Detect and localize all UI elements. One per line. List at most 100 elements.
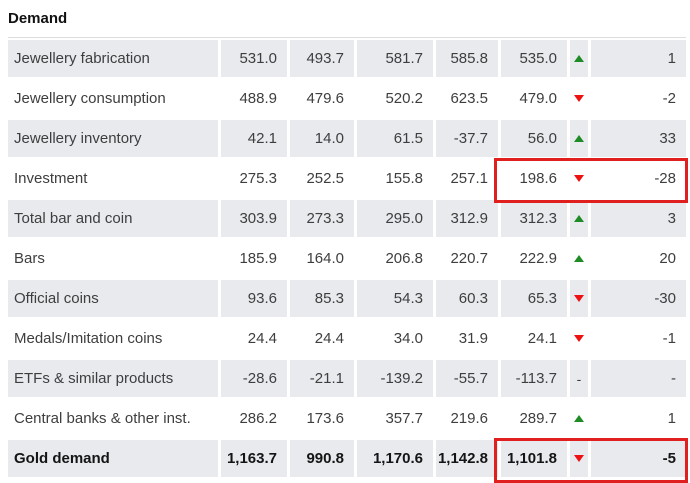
change-cell: - — [591, 360, 686, 397]
row-label: Official coins — [8, 280, 218, 317]
value-cell: 303.9 — [221, 200, 287, 237]
up-arrow-icon — [574, 55, 584, 62]
table-row: Medals/Imitation coins 24.4 24.4 34.0 31.9 24… — [8, 320, 686, 357]
change-cell: -30 — [591, 280, 686, 317]
value-cell: 535.0 — [501, 40, 567, 77]
value-cell: 198.6 — [519, 170, 557, 187]
value-cell: 312.3 — [501, 200, 567, 237]
value-cell: 54.3 — [357, 280, 433, 317]
value-cell: 252.5 — [306, 170, 344, 187]
value-cell: 24.4 — [314, 330, 344, 347]
value-cell: 357.7 — [385, 410, 423, 427]
value-cell: 42.1 — [221, 120, 287, 157]
value-cell: 155.8 — [385, 170, 423, 187]
table-row: Total bar and coin 303.9 273.3 295.0 312.9 31… — [8, 200, 686, 237]
value-cell: -21.1 — [290, 360, 354, 397]
value-cell: 581.7 — [357, 40, 433, 77]
value-cell: -139.2 — [357, 360, 433, 397]
table-row: ETFs & similar products -28.6 -21.1 -139.2-… — [8, 360, 686, 397]
table-row: Jewellery fabrication 531.0 493.7 581.7 585.… — [8, 40, 686, 77]
value-cell: 34.0 — [393, 330, 423, 347]
row-label: Medals/Imitation coins — [14, 330, 163, 347]
trend-cell — [570, 80, 588, 117]
row-label: Gold demand — [8, 440, 218, 477]
value-cell: 520.2 — [385, 90, 423, 107]
trend-cell — [570, 440, 588, 477]
value-cell: 219.6 — [450, 410, 488, 427]
table-row: Jewellery consumption 488.9 479.6 520.2 623.… — [8, 80, 686, 117]
row-label: Investment — [14, 170, 88, 187]
value-cell: -28.6 — [221, 360, 287, 397]
row-label: Jewellery consumption — [14, 90, 166, 107]
value-cell: 286.2 — [239, 410, 277, 427]
value-cell: 1,101.8 — [501, 440, 567, 477]
change-cell: 3 — [591, 200, 686, 237]
table-row: Bars 185.9 164.0 206.8 220.7 222.9 20 — [8, 240, 686, 277]
change-cell: -5 — [591, 440, 686, 477]
up-arrow-icon — [574, 215, 584, 222]
trend-cell — [570, 240, 588, 277]
value-cell: 312.9 — [436, 200, 498, 237]
trend-cell — [570, 160, 588, 197]
value-cell: 61.5 — [357, 120, 433, 157]
down-arrow-icon — [574, 175, 584, 182]
row-label: Bars — [14, 250, 45, 267]
trend-cell — [570, 200, 588, 237]
table-row: Central banks & other inst. 286.2 173.6 357… — [8, 400, 686, 437]
value-cell: 173.6 — [306, 410, 344, 427]
value-cell: 479.0 — [519, 90, 557, 107]
row-label: ETFs & similar products — [8, 360, 218, 397]
down-arrow-icon — [574, 335, 584, 342]
value-cell: 31.9 — [458, 330, 488, 347]
change-cell: 1 — [591, 40, 686, 77]
value-cell: 206.8 — [385, 250, 423, 267]
trend-cell — [570, 120, 588, 157]
value-cell: 257.1 — [450, 170, 488, 187]
row-label: Central banks & other inst. — [14, 410, 191, 427]
value-cell: 24.4 — [247, 330, 277, 347]
value-cell: 289.7 — [519, 410, 557, 427]
value-cell: 222.9 — [519, 250, 557, 267]
row-label: Total bar and coin — [8, 200, 218, 237]
up-arrow-icon — [574, 415, 584, 422]
value-cell: 185.9 — [239, 250, 277, 267]
table-row: Investment 275.3 252.5 155.8 257.1 198.6 -28 — [8, 158, 688, 203]
value-cell: 275.3 — [239, 170, 277, 187]
demand-table: Jewellery fabrication 531.0 493.7 581.7 585.… — [8, 40, 688, 483]
change-cell: -1 — [662, 330, 676, 347]
value-cell: 479.6 — [306, 90, 344, 107]
down-arrow-icon — [574, 295, 584, 302]
table-row: Official coins 93.6 85.3 54.3 60.3 65.3 -30 — [8, 280, 686, 317]
down-arrow-icon — [574, 455, 584, 462]
section-title: Demand — [8, 10, 68, 27]
value-cell: 623.5 — [450, 90, 488, 107]
top-divider — [8, 37, 686, 38]
value-cell: 273.3 — [290, 200, 354, 237]
value-cell: 93.6 — [221, 280, 287, 317]
trend-cell — [570, 40, 588, 77]
change-cell: 1 — [667, 410, 676, 427]
value-cell: 990.8 — [290, 440, 354, 477]
value-cell: 1,170.6 — [357, 440, 433, 477]
value-cell: 1,142.8 — [436, 440, 498, 477]
up-arrow-icon — [574, 255, 584, 262]
value-cell: 585.8 — [436, 40, 498, 77]
no-change-dash: - — [570, 360, 588, 397]
value-cell: 56.0 — [501, 120, 567, 157]
value-cell: 60.3 — [436, 280, 498, 317]
value-cell: 65.3 — [501, 280, 567, 317]
value-cell: 488.9 — [239, 90, 277, 107]
up-arrow-icon — [574, 135, 584, 142]
value-cell: 295.0 — [357, 200, 433, 237]
trend-cell — [570, 280, 588, 317]
value-cell: 220.7 — [450, 250, 488, 267]
value-cell: 14.0 — [290, 120, 354, 157]
value-cell: 24.1 — [527, 330, 557, 347]
trend-cell — [570, 320, 588, 357]
row-label: Jewellery inventory — [8, 120, 218, 157]
value-cell: 493.7 — [290, 40, 354, 77]
value-cell: 531.0 — [221, 40, 287, 77]
value-cell: -55.7 — [436, 360, 498, 397]
row-label: Jewellery fabrication — [8, 40, 218, 77]
